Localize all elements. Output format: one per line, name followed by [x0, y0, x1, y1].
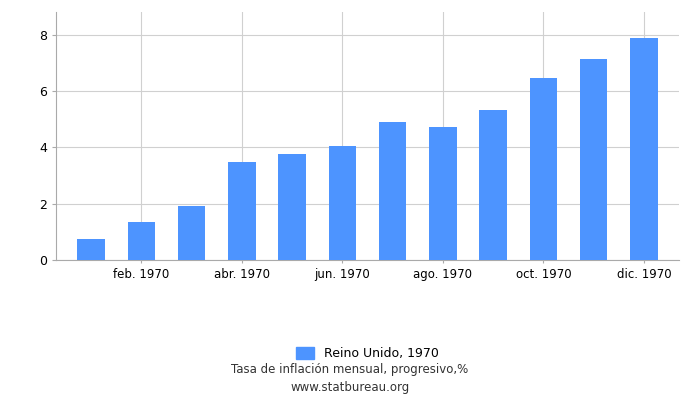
- Bar: [279, 154, 306, 260]
- Bar: [379, 122, 407, 260]
- Bar: [228, 162, 256, 260]
- Bar: [127, 222, 155, 260]
- Bar: [78, 238, 105, 260]
- Legend: Reino Unido, 1970: Reino Unido, 1970: [290, 342, 444, 365]
- Bar: [480, 110, 507, 260]
- Bar: [328, 146, 356, 260]
- Text: Tasa de inflación mensual, progresivo,%: Tasa de inflación mensual, progresivo,%: [232, 364, 468, 376]
- Bar: [429, 127, 456, 260]
- Bar: [580, 59, 608, 260]
- Text: www.statbureau.org: www.statbureau.org: [290, 382, 410, 394]
- Bar: [529, 78, 557, 260]
- Bar: [178, 206, 206, 260]
- Bar: [630, 38, 657, 260]
